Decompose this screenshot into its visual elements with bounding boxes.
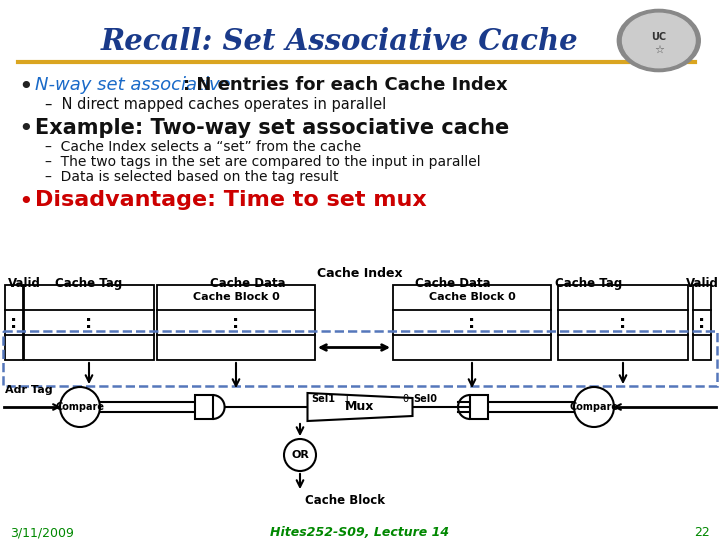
Text: Disadvantage: Time to set mux: Disadvantage: Time to set mux — [35, 190, 427, 210]
Text: Valid: Valid — [686, 277, 719, 290]
Text: Cache Tag: Cache Tag — [55, 277, 122, 290]
Text: –  Data is selected based on the tag result: – Data is selected based on the tag resu… — [45, 170, 338, 184]
Bar — [558, 285, 688, 360]
Text: Mux: Mux — [346, 401, 374, 414]
Text: N-way set associative: N-way set associative — [35, 76, 230, 94]
Text: 1: 1 — [343, 394, 350, 404]
Text: Compare: Compare — [55, 402, 104, 412]
Text: ☆: ☆ — [654, 45, 664, 55]
Text: 0: 0 — [402, 394, 408, 404]
Text: UC: UC — [651, 32, 667, 42]
Text: •: • — [18, 117, 32, 141]
Text: :: : — [86, 314, 93, 332]
Text: Sel0: Sel0 — [413, 394, 438, 404]
Text: –  N direct mapped caches operates in parallel: – N direct mapped caches operates in par… — [45, 97, 386, 112]
Text: Example: Two-way set associative cache: Example: Two-way set associative cache — [35, 118, 509, 138]
Bar — [693, 285, 711, 360]
Circle shape — [60, 387, 100, 427]
Circle shape — [284, 439, 316, 471]
Text: Sel1: Sel1 — [312, 394, 336, 404]
Text: •: • — [18, 190, 32, 214]
Text: Cache Block: Cache Block — [305, 494, 385, 507]
Text: Compare: Compare — [570, 402, 618, 412]
Text: Hites252-S09, Lecture 14: Hites252-S09, Lecture 14 — [271, 526, 449, 539]
Text: :: : — [698, 314, 706, 332]
Text: Cache Data: Cache Data — [415, 277, 490, 290]
Text: 3/11/2009: 3/11/2009 — [10, 526, 74, 539]
Text: –  The two tags in the set are compared to the input in parallel: – The two tags in the set are compared t… — [45, 155, 481, 169]
Text: :: : — [233, 314, 240, 332]
Text: –  Cache Index selects a “set” from the cache: – Cache Index selects a “set” from the c… — [45, 140, 361, 154]
Text: Cache Block 0: Cache Block 0 — [193, 293, 279, 302]
Circle shape — [617, 9, 701, 72]
Bar — [195, 395, 212, 419]
Bar — [3, 331, 717, 386]
Text: Cache Data: Cache Data — [210, 277, 286, 290]
Text: •: • — [18, 75, 32, 99]
Text: Cache Index: Cache Index — [318, 267, 402, 280]
Bar — [157, 285, 315, 360]
Text: Cache Block 0: Cache Block 0 — [428, 293, 516, 302]
Text: : N entries for each Cache Index: : N entries for each Cache Index — [183, 76, 508, 94]
Text: :: : — [469, 314, 476, 332]
Circle shape — [574, 387, 614, 427]
Bar — [470, 395, 487, 419]
Polygon shape — [307, 393, 413, 421]
Text: Recall: Set Associative Cache: Recall: Set Associative Cache — [102, 28, 579, 57]
Bar — [24, 285, 154, 360]
Text: :: : — [10, 314, 17, 332]
Text: Adr Tag: Adr Tag — [5, 385, 53, 395]
Text: Valid: Valid — [8, 277, 41, 290]
Text: :: : — [619, 314, 626, 332]
Circle shape — [623, 14, 695, 68]
Text: OR: OR — [291, 450, 309, 460]
Bar — [5, 285, 23, 360]
Bar — [393, 285, 551, 360]
Text: 22: 22 — [694, 526, 710, 539]
Text: Cache Tag: Cache Tag — [555, 277, 622, 290]
